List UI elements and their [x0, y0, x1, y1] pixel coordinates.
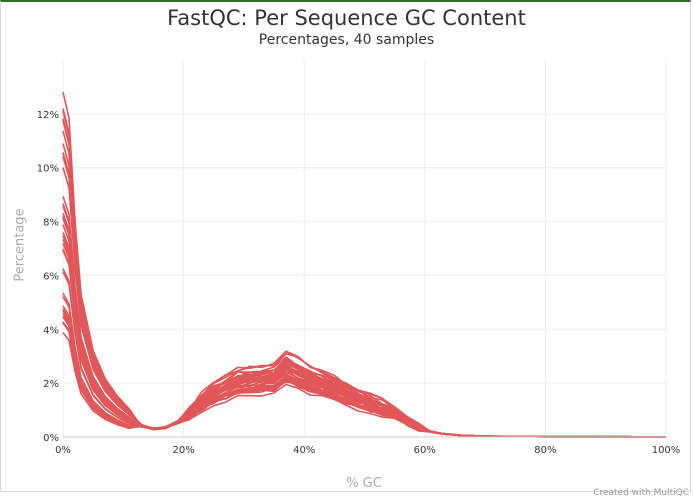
series-line[interactable] — [62, 108, 667, 438]
x-tick-label: 0% — [55, 445, 71, 456]
x-tick-label: 80% — [534, 445, 556, 456]
credit-text: Created with MultiQC — [593, 488, 689, 498]
chart-subtitle: Percentages, 40 samples — [258, 32, 435, 48]
axes-group: 0% 20% 40% 60% 80% 100% 0% 2% 4% 6% 8% 10% 12% — [37, 110, 681, 456]
series-line[interactable] — [62, 296, 667, 438]
series-line[interactable] — [62, 313, 667, 438]
y-tick-label: 0% — [43, 433, 59, 444]
series-line[interactable] — [62, 118, 667, 438]
series-line[interactable] — [62, 310, 667, 438]
series-line[interactable] — [62, 321, 667, 438]
x-tick-label: 100% — [652, 445, 681, 456]
series-group — [62, 91, 667, 438]
series-line[interactable] — [62, 91, 667, 438]
series-line[interactable] — [62, 110, 667, 438]
x-tick-label: 60% — [414, 445, 436, 456]
chart-title: FastQC: Per Sequence GC Content — [167, 6, 526, 30]
y-tick-label: 8% — [43, 218, 59, 229]
series-line[interactable] — [62, 305, 667, 438]
y-tick-label: 2% — [43, 379, 59, 390]
y-tick-label: 6% — [43, 271, 59, 282]
x-tick-label: 20% — [172, 445, 194, 456]
series-line[interactable] — [62, 322, 667, 438]
x-axis-label: % GC — [346, 476, 382, 491]
series-line[interactable] — [62, 332, 667, 438]
x-tick-label: 40% — [293, 445, 315, 456]
y-tick-label: 4% — [43, 325, 59, 336]
grid-lines — [62, 60, 667, 438]
series-line[interactable] — [62, 316, 667, 438]
series-line[interactable] — [62, 316, 667, 438]
series-line[interactable] — [62, 156, 667, 438]
y-tick-label: 12% — [37, 110, 59, 121]
series-line[interactable] — [62, 292, 667, 438]
series-line[interactable] — [62, 308, 667, 438]
y-tick-label: 10% — [37, 164, 59, 175]
